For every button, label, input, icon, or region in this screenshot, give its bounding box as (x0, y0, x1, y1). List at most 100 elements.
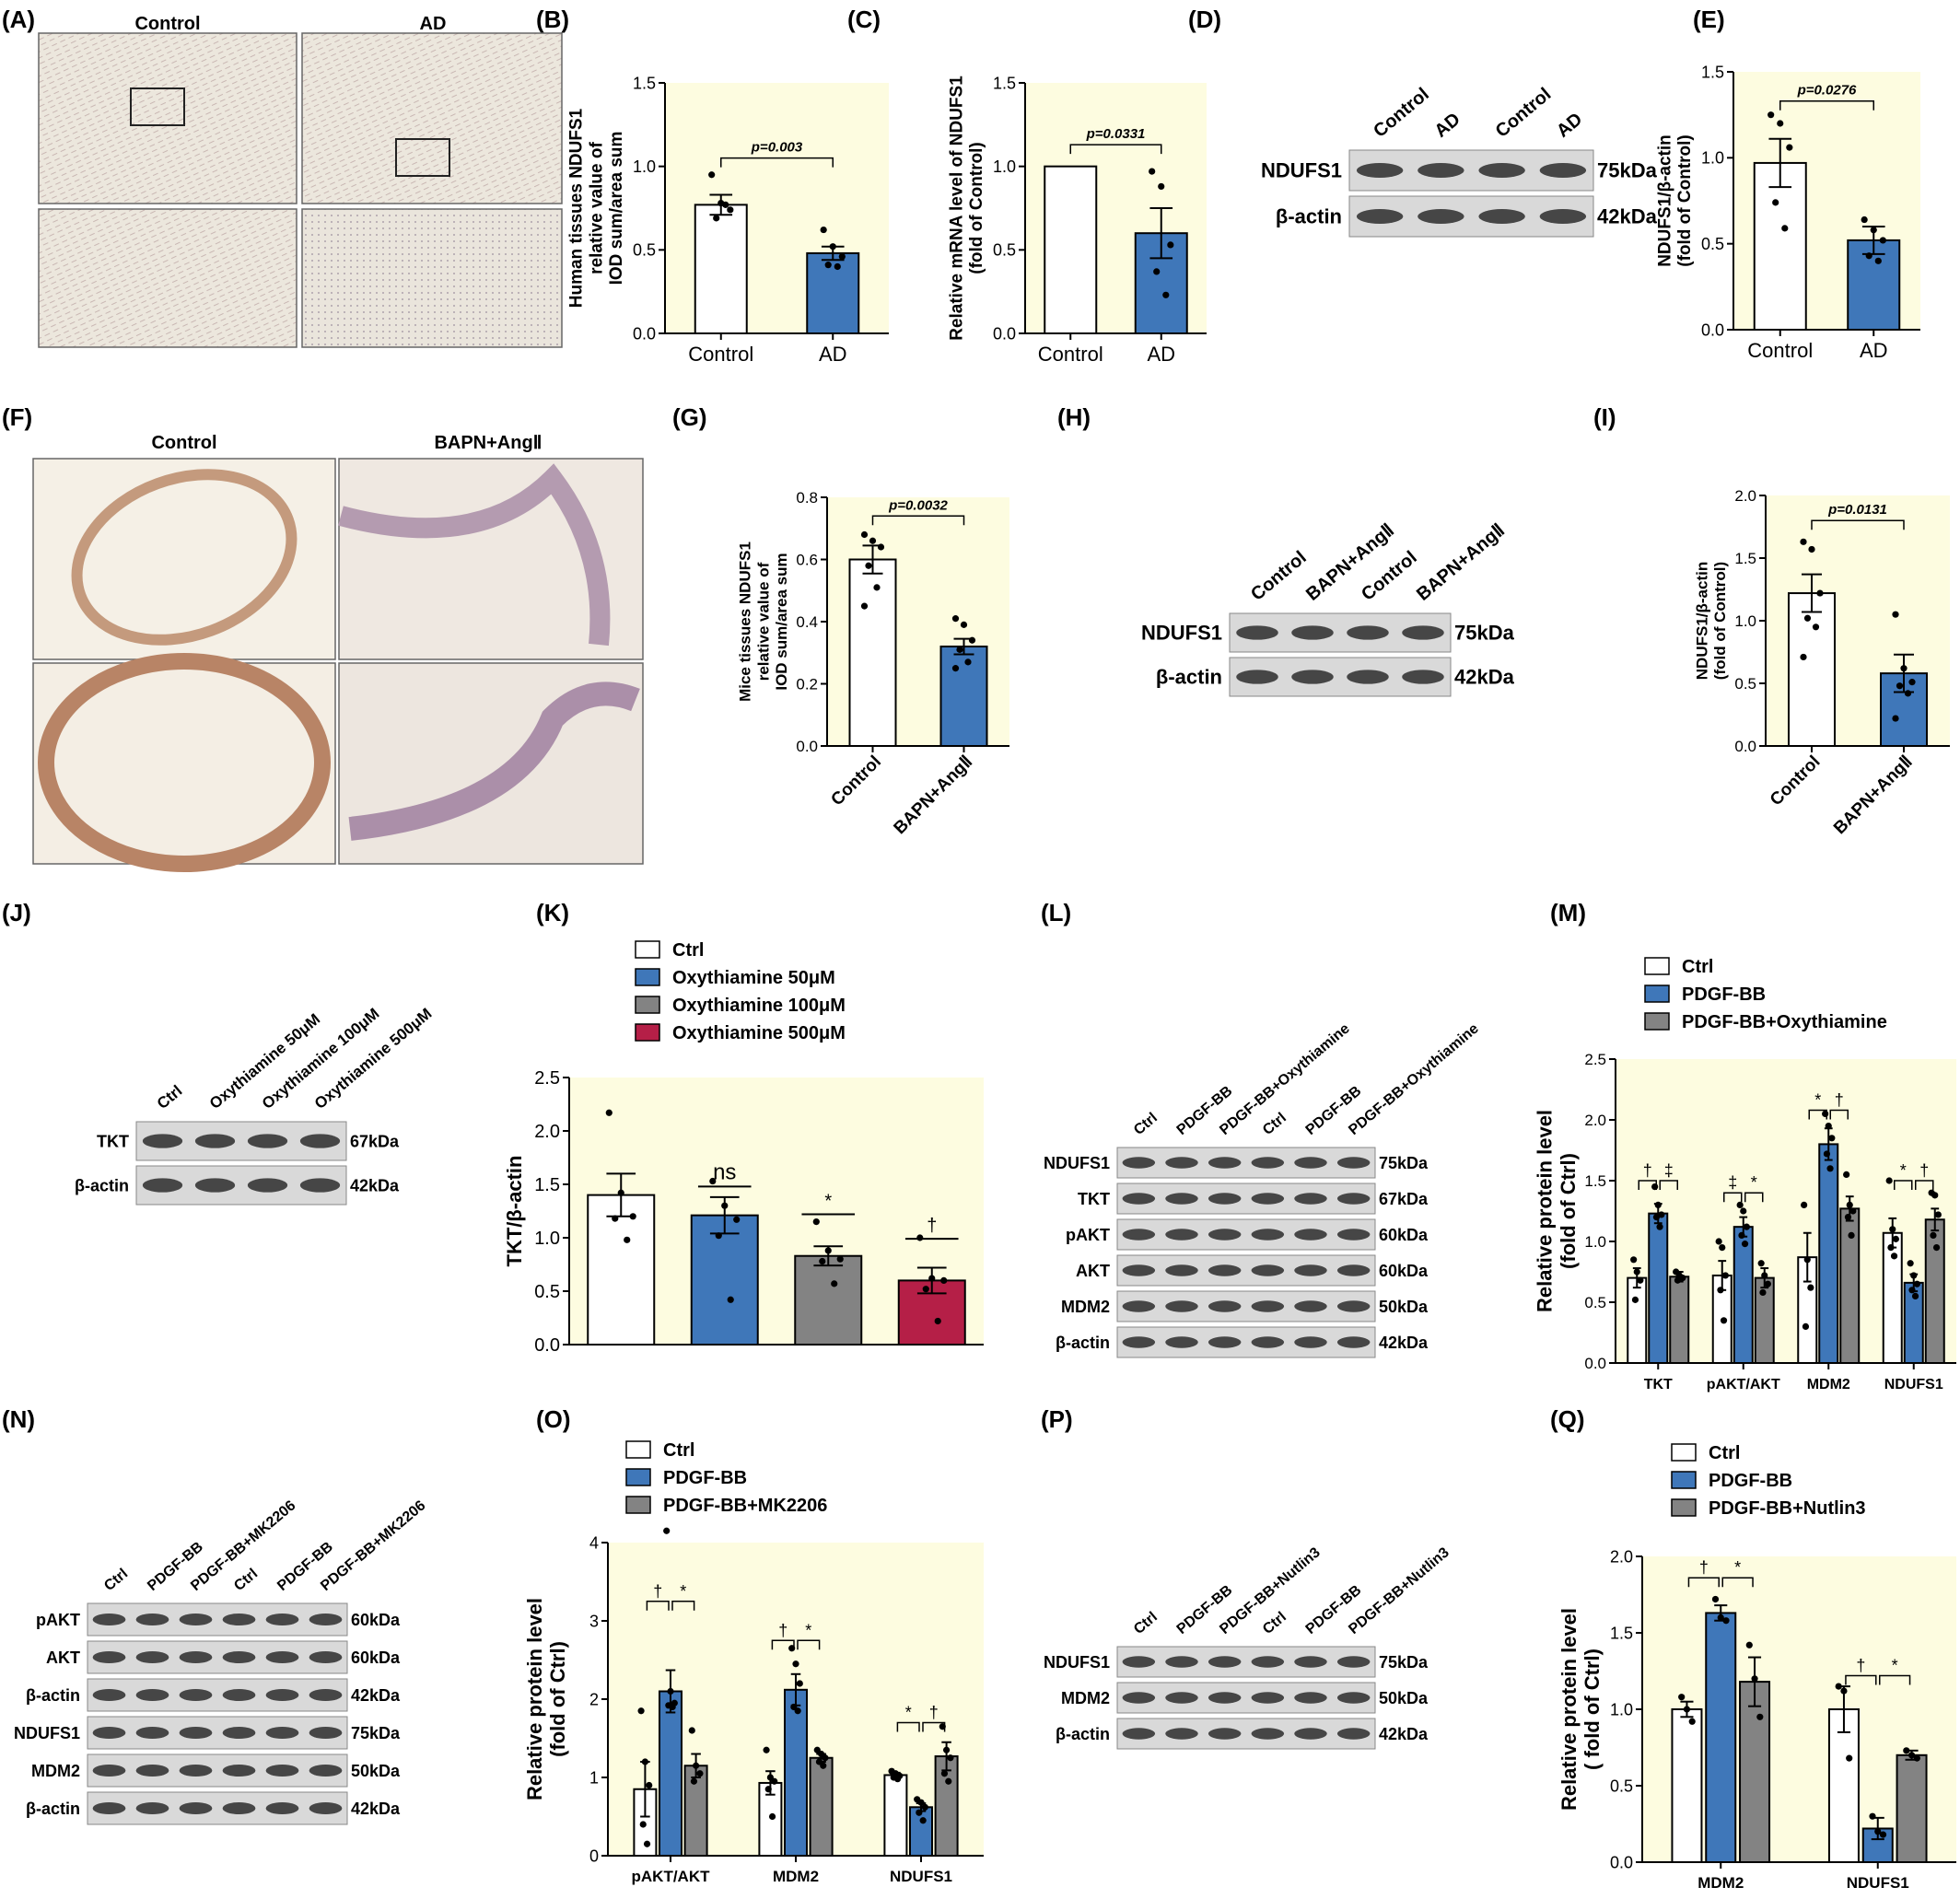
panel-f-histology: Control BAPN+AngⅡ (32, 433, 644, 872)
blot-row-label: NDUFS1 (1044, 1154, 1110, 1172)
significance-mark: † (653, 1582, 662, 1601)
data-point (1885, 1177, 1893, 1184)
data-point (1903, 1747, 1910, 1754)
data-point (1887, 1244, 1895, 1252)
blot-band (1336, 1336, 1371, 1348)
significance-mark: * (1900, 1161, 1907, 1180)
blot-band (1336, 1229, 1371, 1241)
blot-kda-label: 42kDa (1454, 666, 1515, 689)
y-tick-label: 1.0 (633, 157, 656, 176)
data-point (1149, 168, 1156, 175)
significance-bracket (797, 1639, 821, 1650)
significance-bracket (646, 1601, 670, 1611)
data-point (1711, 1595, 1720, 1603)
data-point (917, 1799, 925, 1806)
data-point (1717, 1287, 1724, 1294)
blot-band (1122, 1728, 1156, 1740)
legend: Ctrl Oxythiamine 50μM Oxythiamine 100μM Oxy… (635, 940, 846, 1043)
data-point (921, 1803, 928, 1811)
data-point (964, 658, 972, 666)
blot-band (1251, 1264, 1285, 1276)
significance-bracket (1638, 1180, 1657, 1190)
blot-band (1294, 1336, 1327, 1348)
blot-band (1165, 1157, 1198, 1169)
blot-band (222, 1613, 256, 1626)
bar (1788, 592, 1836, 748)
blot-band (265, 1688, 299, 1702)
significance-mark: † (778, 1621, 788, 1639)
data-point (1679, 1275, 1686, 1282)
panel-letter-g: (G) (672, 403, 707, 431)
blot-band (309, 1613, 343, 1626)
blot-strip (87, 1640, 348, 1674)
chart-b: 0.0 0.5 1.0 1.5 Human tissues NDUFS1 relative… (567, 74, 889, 366)
panel-a-col-label-control: Control (134, 14, 200, 34)
data-point (641, 1758, 649, 1765)
data-point (1630, 1256, 1638, 1264)
y-tick-label: 1.5 (993, 74, 1016, 92)
blot-kda-label: 42kDa (350, 1176, 400, 1194)
blot-band (1402, 625, 1444, 640)
blot-band (1165, 1300, 1198, 1312)
bar (1753, 161, 1807, 331)
blot-band (1208, 1656, 1242, 1668)
data-point (829, 243, 836, 250)
lane-label: Control (1247, 547, 1311, 605)
significance-bracket (1687, 1577, 1720, 1588)
data-point (617, 1189, 624, 1196)
data-point (1715, 1238, 1722, 1245)
data-point (824, 1247, 832, 1254)
y-tick-label: 0.0 (1701, 320, 1724, 339)
y-tick-label: 0.0 (796, 738, 818, 755)
legend-swatch (635, 968, 660, 986)
micrograph-a-ad-low (301, 32, 563, 204)
data-point (1930, 1231, 1937, 1239)
x-tick-label: NDUFS1 (890, 1868, 952, 1885)
data-point (1848, 1231, 1855, 1239)
chart-e: 0.0 0.5 1.0 1.5 NDUFS1/β-actin (fold of Contr… (1655, 63, 1920, 362)
blot-band (222, 1726, 256, 1740)
bar (690, 1214, 759, 1346)
data-point (1892, 715, 1899, 722)
blot-band (92, 1801, 126, 1815)
blot-band (1251, 1229, 1285, 1241)
significance-mark: † (1856, 1656, 1865, 1674)
data-point (836, 1255, 844, 1263)
bar (1839, 1207, 1861, 1364)
lane-label: BAPN+AngⅡ (1413, 520, 1509, 605)
blot-band (1122, 1157, 1156, 1169)
data-point (820, 226, 827, 234)
data-point (1934, 1211, 1942, 1218)
data-point (629, 1213, 636, 1220)
data-point (1840, 1687, 1848, 1695)
data-point (860, 602, 869, 610)
significance-mark: † (1919, 1161, 1929, 1180)
data-point (1654, 1201, 1662, 1208)
lane-label: Ctrl (1260, 1110, 1289, 1138)
data-point (663, 1527, 671, 1534)
blot-band (1291, 625, 1334, 640)
y-tick-label: 0.0 (993, 324, 1016, 343)
blot-band (92, 1650, 126, 1664)
data-point (722, 201, 729, 208)
blot-band (179, 1688, 213, 1702)
data-point (951, 665, 960, 672)
data-point (1745, 1641, 1753, 1649)
data-point (873, 584, 881, 591)
blot-band (135, 1688, 169, 1702)
blot-kda-label: 50kDa (1379, 1689, 1429, 1707)
x-tick-label: AD (1147, 343, 1175, 366)
x-tick-label: TKT (1644, 1377, 1673, 1392)
blot-band (179, 1726, 213, 1740)
blot-row-label: pAKT (1066, 1226, 1110, 1244)
bar (694, 204, 748, 334)
data-point (928, 1275, 936, 1282)
blot-row-label: NDUFS1 (1261, 159, 1342, 182)
blot-band (179, 1650, 213, 1664)
data-point (943, 1746, 951, 1753)
blot-strip (1116, 1183, 1376, 1215)
blot-band (309, 1764, 343, 1777)
data-point (1910, 1272, 1918, 1279)
blot-kda-label: 42kDa (1597, 205, 1658, 228)
data-point (1869, 1812, 1876, 1820)
